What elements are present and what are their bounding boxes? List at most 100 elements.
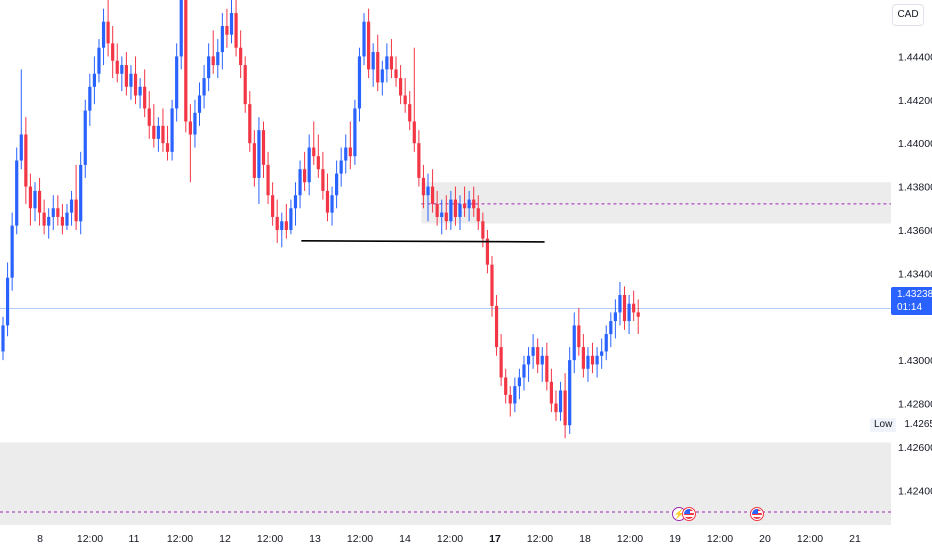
candle	[321, 151, 325, 200]
candle-body	[380, 69, 384, 83]
candle-body	[234, 13, 238, 48]
candle-body	[156, 125, 160, 139]
candle	[257, 117, 261, 204]
candle-body	[536, 347, 540, 365]
low-value: 1.42658	[902, 418, 932, 432]
candle-body	[526, 355, 531, 365]
candle	[207, 43, 211, 92]
candle-body	[275, 216, 279, 230]
candle	[239, 30, 243, 79]
time-tick-label: 18	[579, 533, 591, 545]
candle	[152, 104, 156, 148]
candle-body	[545, 355, 549, 382]
time-tick-label: 12	[219, 533, 231, 545]
candle-body	[239, 47, 243, 66]
us-flag-event-icon[interactable]	[681, 507, 696, 521]
candle	[398, 65, 403, 105]
candle	[37, 177, 42, 226]
candle-body	[266, 164, 270, 196]
price-axis[interactable]: 1.44400 1.44200 1.44000 1.43800 1.43600 1.434…	[891, 0, 932, 550]
candle-body	[362, 21, 366, 57]
candle	[472, 186, 476, 217]
time-axis[interactable]: 8 12:00 11 12:00 12 12:00 13 12:00 14 12:00 17 12:0…	[0, 525, 932, 550]
candle-body	[485, 238, 490, 265]
candle	[5, 262, 10, 337]
candle	[604, 325, 608, 361]
candle	[83, 99, 87, 178]
candle-body	[522, 364, 526, 378]
low-label: Low	[870, 418, 897, 432]
candle-body	[421, 177, 426, 196]
candle-body	[458, 203, 462, 217]
candle-body	[229, 13, 234, 35]
candle	[115, 43, 119, 83]
candle-body	[280, 221, 284, 230]
candle-body	[636, 312, 640, 317]
time-tick-label: 12:00	[527, 533, 553, 545]
candle	[325, 173, 330, 222]
time-tick-label: 12:00	[167, 533, 193, 545]
candle	[371, 43, 375, 87]
candle	[234, 0, 238, 57]
candle	[376, 34, 380, 92]
candle-body	[303, 169, 307, 183]
candle-body	[37, 190, 42, 213]
price-tick-label: 1.42400	[898, 485, 932, 497]
candle	[193, 99, 197, 148]
candle-body	[517, 377, 522, 387]
candle-body	[481, 221, 485, 239]
candle-body	[330, 195, 334, 213]
bar-countdown: 01:14	[897, 302, 923, 313]
candle	[627, 295, 631, 335]
candle-body	[417, 143, 421, 178]
candle-body	[83, 110, 87, 165]
candle-body	[47, 216, 51, 226]
time-tick-label: 21	[849, 533, 861, 545]
candle	[412, 47, 416, 152]
candle-body	[24, 134, 28, 187]
candle	[197, 82, 202, 126]
price-axis-background	[891, 0, 932, 550]
candle-body	[79, 164, 83, 222]
candle-body	[494, 305, 499, 348]
candle	[188, 104, 192, 183]
candle	[106, 0, 110, 57]
candle	[161, 108, 165, 152]
candle-body	[10, 225, 14, 278]
candle	[499, 334, 503, 387]
candle	[462, 186, 467, 217]
candle	[549, 368, 553, 413]
candle	[252, 130, 256, 187]
candle	[348, 121, 352, 170]
candle	[1, 316, 5, 361]
candle-body	[357, 56, 362, 109]
candle	[513, 377, 517, 413]
candle	[394, 56, 398, 87]
candle-body	[508, 394, 512, 404]
candle	[590, 342, 595, 374]
time-tick-label: 12:00	[707, 533, 733, 545]
candle-body	[211, 56, 215, 66]
candle-body	[563, 390, 567, 426]
candle-body	[499, 347, 503, 378]
candle	[69, 190, 74, 226]
candles-layer	[1, 0, 640, 439]
us-flag-event-icon[interactable]	[750, 507, 765, 521]
candle	[476, 195, 480, 230]
candle-body	[435, 203, 439, 217]
candle	[56, 195, 60, 226]
candle-body	[595, 355, 599, 365]
candle-body	[51, 208, 55, 217]
candle	[531, 334, 535, 369]
candle	[440, 199, 444, 235]
candle-body	[568, 360, 572, 426]
candle	[467, 190, 471, 222]
candle	[526, 347, 531, 382]
candle	[261, 121, 266, 178]
candle	[554, 390, 558, 421]
candle	[79, 151, 83, 235]
currency-button[interactable]: CAD	[892, 4, 924, 26]
price-tick-label: 1.43600	[898, 225, 932, 237]
candle-body	[293, 195, 298, 209]
